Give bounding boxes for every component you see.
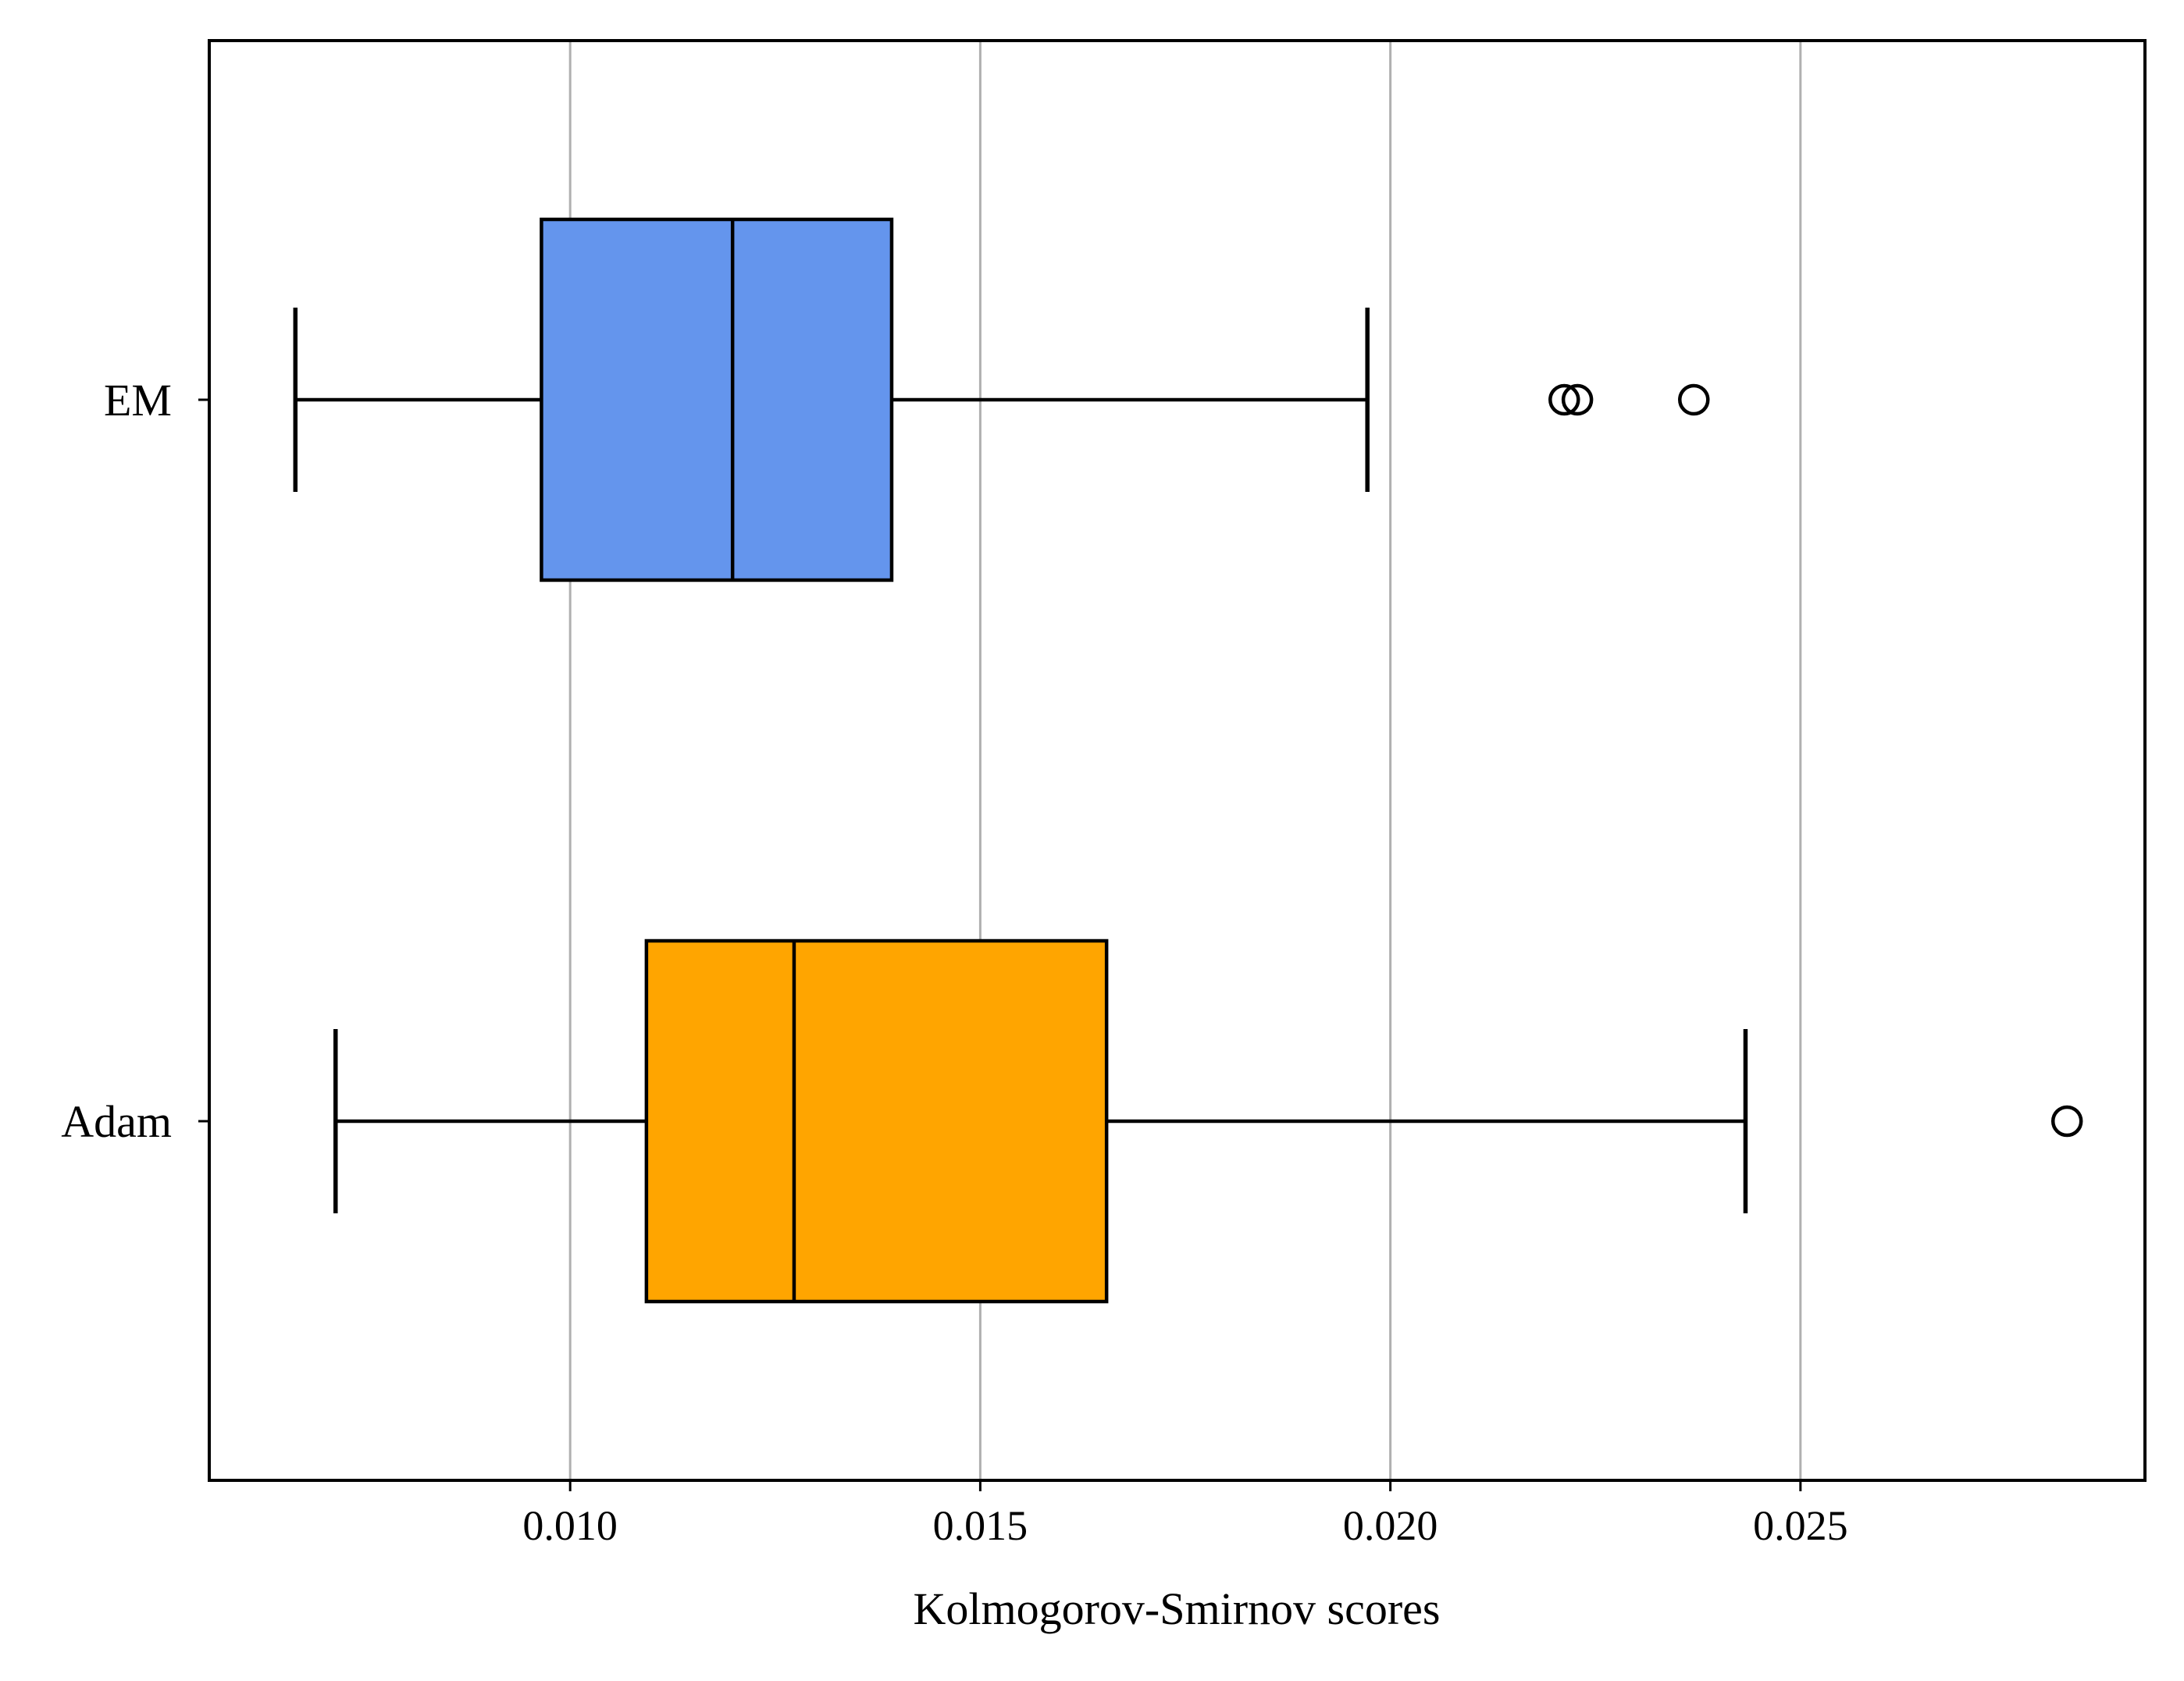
x-tick-label: 0.010 bbox=[522, 1502, 618, 1549]
x-tick-label: 0.025 bbox=[1753, 1502, 1848, 1549]
x-tick-label: 0.015 bbox=[933, 1502, 1028, 1549]
box-group-adam bbox=[333, 938, 2083, 1304]
x-axis-title: Kolmogorov-Smirnov scores bbox=[914, 1583, 1441, 1634]
box-group-em bbox=[293, 217, 1710, 582]
plot-frame bbox=[208, 39, 2147, 1482]
outlier-point bbox=[2050, 1105, 2083, 1138]
y-category-label: Adam bbox=[61, 1096, 172, 1147]
outlier-point bbox=[1678, 383, 1710, 416]
x-tick-label: 0.020 bbox=[1343, 1502, 1438, 1549]
iqr-box bbox=[540, 217, 894, 582]
y-category-label: EM bbox=[104, 375, 172, 426]
outlier-point bbox=[1548, 383, 1580, 416]
iqr-box bbox=[644, 938, 1109, 1304]
outlier-point bbox=[1561, 383, 1594, 416]
